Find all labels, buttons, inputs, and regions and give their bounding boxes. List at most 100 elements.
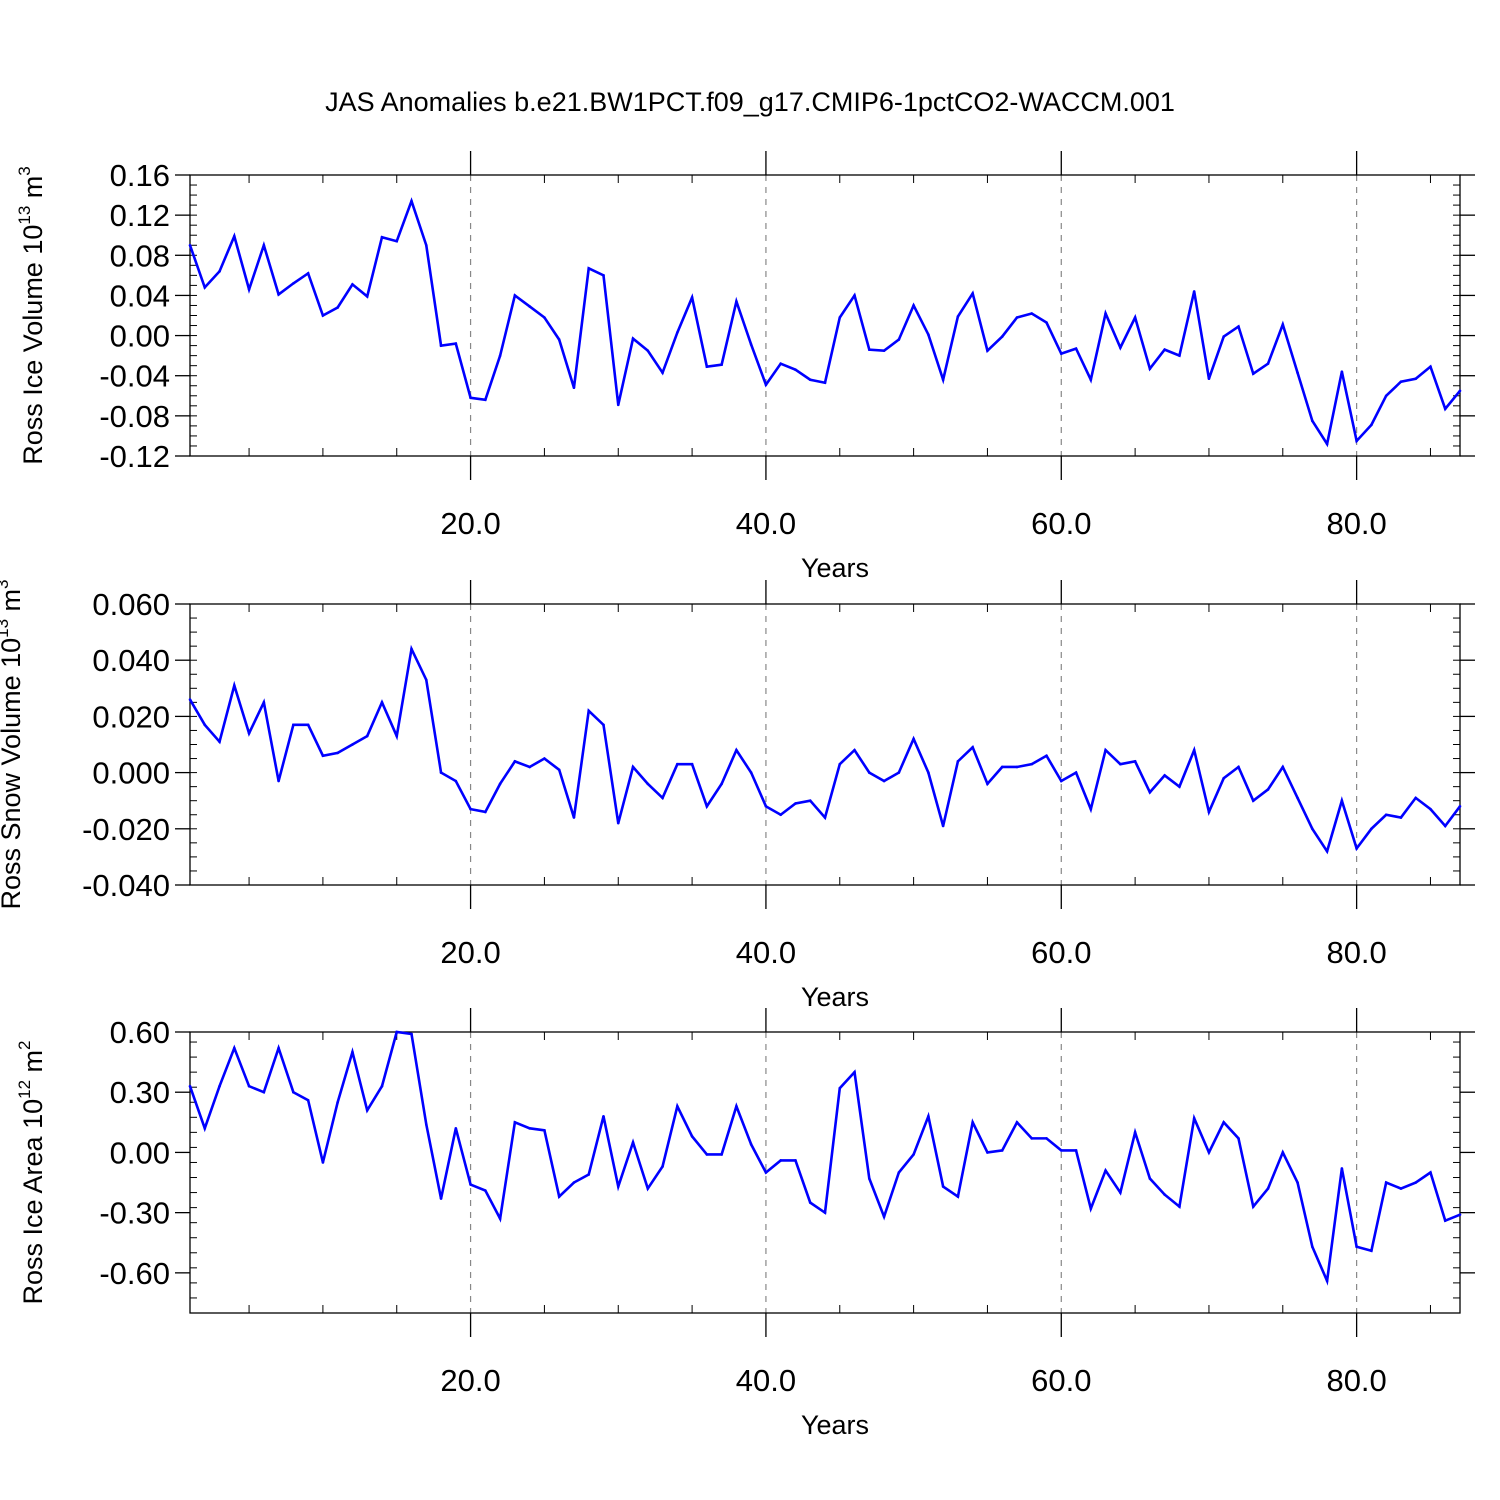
data-point: [1045, 754, 1048, 758]
data-point: [1370, 827, 1373, 831]
data-point: [1429, 807, 1432, 811]
y-tick-label: 0.040: [92, 643, 170, 678]
data-point: [602, 723, 605, 727]
data-point: [1133, 760, 1137, 763]
data-point: [616, 403, 620, 407]
data-point: [1370, 423, 1373, 427]
data-point: [1045, 1137, 1048, 1140]
data-point: [1296, 796, 1299, 800]
data-point: [868, 348, 871, 351]
data-point: [897, 1171, 901, 1174]
data-point: [188, 698, 192, 701]
data-point: [749, 771, 753, 774]
data-point: [1414, 796, 1417, 800]
data-point: [1207, 377, 1211, 381]
data-point: [513, 1121, 517, 1124]
data-point: [218, 740, 221, 743]
data-point: [513, 294, 517, 297]
data-point: [1207, 810, 1211, 814]
data-point: [484, 398, 487, 402]
data-point: [277, 779, 280, 783]
data-point: [247, 288, 251, 291]
data-point: [1045, 321, 1048, 324]
data-point: [1443, 407, 1447, 411]
data-point: [498, 354, 502, 357]
data-point: [927, 1115, 930, 1118]
data-point: [380, 1084, 384, 1088]
x-tick-label: 80.0: [1326, 506, 1386, 541]
data-point: [1429, 1171, 1432, 1174]
data-point: [720, 1153, 723, 1156]
data-point: [602, 274, 605, 277]
data-point: [661, 796, 664, 800]
data-point: [439, 1197, 443, 1200]
data-point: [439, 771, 443, 774]
data-point: [498, 782, 502, 786]
y-axis-label-unit-exponent: 2: [15, 1040, 34, 1049]
data-point: [912, 304, 915, 307]
data-point: [1222, 1121, 1226, 1124]
data-point: [602, 1115, 605, 1118]
data-point: [1178, 1205, 1181, 1208]
y-axis-label-exponent: 13: [0, 619, 12, 638]
data-point: [779, 813, 782, 817]
data-point: [1311, 827, 1314, 831]
y-tick-label: 0.60: [110, 1015, 170, 1050]
data-point: [794, 368, 797, 371]
data-point: [794, 802, 797, 805]
data-point: [1148, 367, 1152, 370]
data-point: [779, 1159, 782, 1162]
y-axis-label-unit: m: [18, 176, 48, 206]
data-point: [676, 1104, 679, 1108]
data-point: [292, 1090, 295, 1094]
data-point: [1015, 316, 1019, 319]
data-point: [971, 292, 974, 295]
data-point: [1163, 774, 1166, 777]
data-point: [1355, 847, 1358, 850]
data-point: [735, 1104, 738, 1108]
chart-title: JAS Anomalies b.e21.BW1PCT.f09_g17.CMIP6…: [325, 87, 1175, 117]
data-point: [395, 734, 399, 738]
data-point: [203, 1127, 207, 1130]
data-point: [1059, 352, 1063, 355]
data-point: [1104, 312, 1107, 315]
data-point: [247, 731, 251, 735]
data-point: [838, 316, 842, 319]
data-point: [1133, 316, 1137, 319]
data-point: [897, 771, 901, 774]
y-axis-label-unit: m: [0, 589, 26, 619]
data-point: [956, 760, 960, 763]
data-point: [247, 1084, 251, 1088]
data-point: [749, 1143, 753, 1146]
data-point: [1296, 1181, 1299, 1184]
y-tick-label: 0.020: [92, 699, 170, 734]
data-point: [395, 239, 399, 243]
data-point: [882, 779, 886, 783]
data-point: [1119, 346, 1122, 349]
data-point: [764, 1171, 768, 1174]
plot-frame: [189, 174, 1461, 457]
data-point: [986, 349, 989, 352]
data-point: [1384, 813, 1388, 817]
data-point: [1311, 1245, 1314, 1249]
data-point: [1443, 1219, 1447, 1222]
data-point: [720, 782, 723, 786]
data-point: [986, 1151, 989, 1154]
y-axis-label-main: Ross Snow Volume 10: [0, 638, 26, 910]
data-point: [749, 343, 753, 346]
series-line: [188, 197, 1462, 448]
y-axis-label: Ross Ice Area 1012 m2: [15, 1040, 48, 1304]
data-point: [410, 1032, 413, 1036]
data-point: [292, 723, 295, 727]
data-point: [927, 333, 930, 336]
data-point: [616, 1185, 620, 1188]
data-point: [365, 734, 369, 738]
data-point: [1059, 1149, 1063, 1152]
data-point: [557, 338, 561, 341]
data-point: [1074, 347, 1078, 350]
data-point: [1325, 849, 1329, 853]
data-point: [868, 1177, 871, 1180]
data-point: [1119, 1191, 1122, 1194]
data-point: [528, 305, 531, 308]
